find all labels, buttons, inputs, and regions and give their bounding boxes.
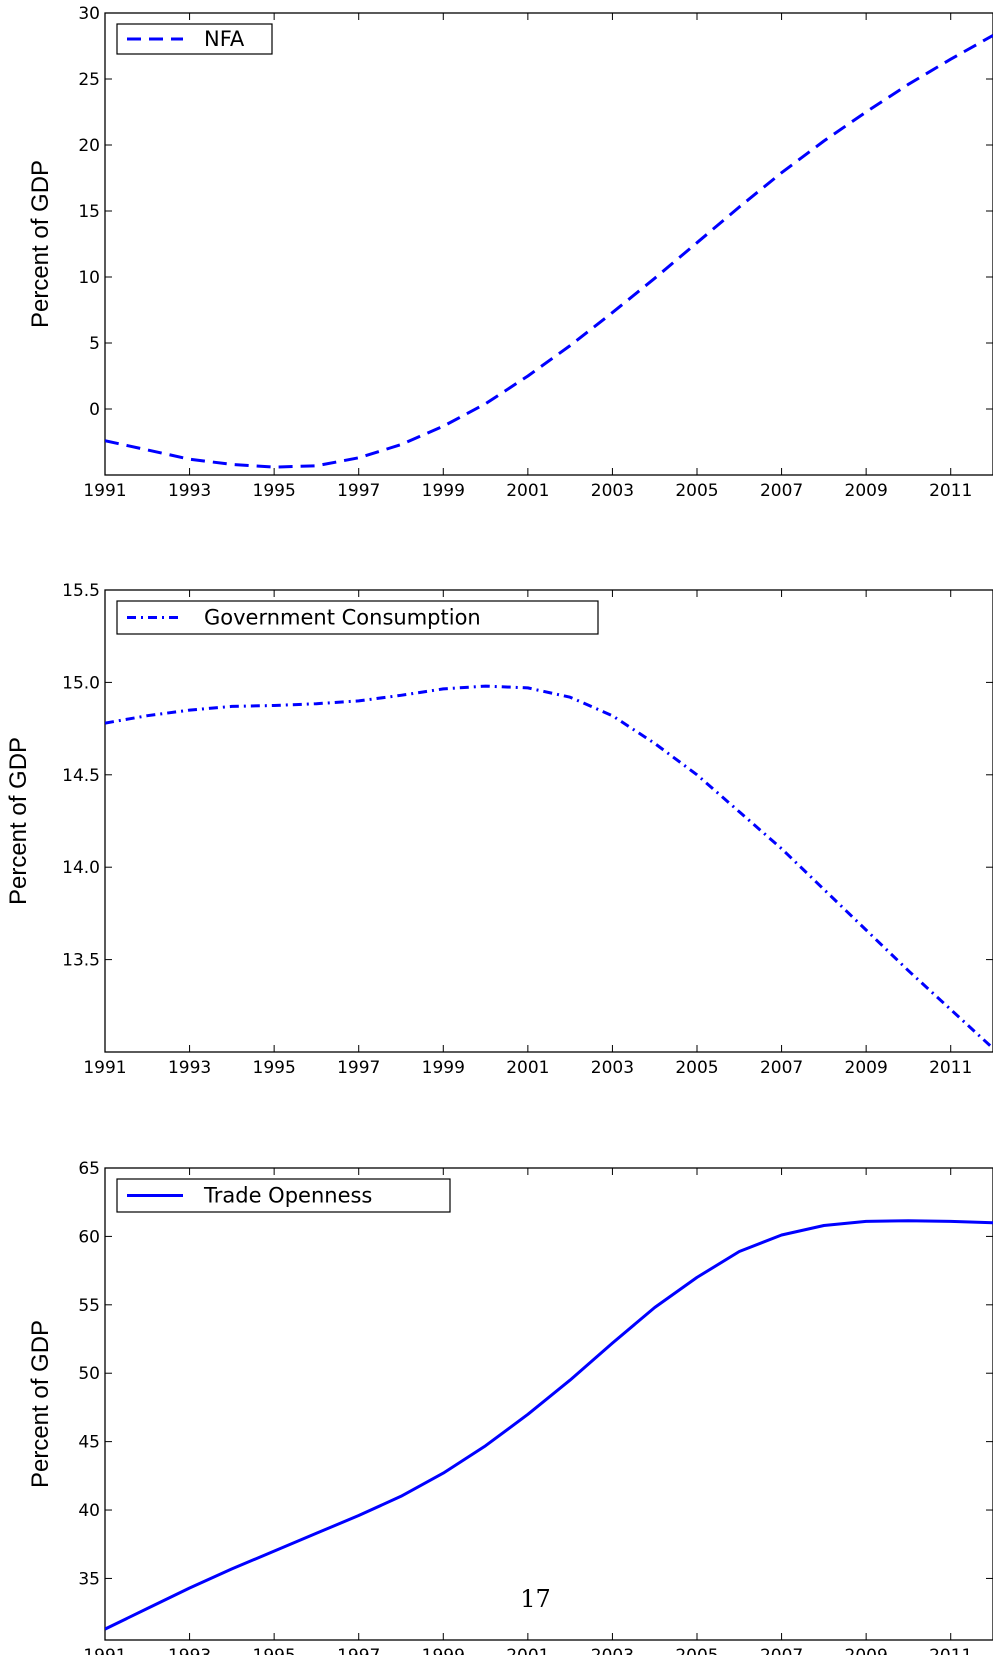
x-tick-label: 2007	[760, 1058, 803, 1078]
x-tick-label: 1991	[83, 481, 126, 501]
legend-box	[116, 600, 599, 635]
x-tick-label: 1993	[168, 1646, 211, 1655]
series-line-nfa	[105, 34, 993, 469]
x-tick-label: 1997	[337, 1058, 380, 1078]
x-tick-label: 1995	[253, 481, 296, 501]
legend-box	[116, 23, 273, 55]
y-tick-label: 0	[89, 400, 100, 420]
x-tick-label: 2001	[506, 1646, 549, 1655]
y-tick-label: 10	[78, 268, 100, 288]
x-tick-label: 2005	[675, 1646, 718, 1655]
y-tick-label: 50	[78, 1364, 100, 1384]
y-tick-label: 45	[78, 1433, 100, 1453]
x-tick-label: 2009	[845, 481, 888, 501]
x-tick-label: 2011	[929, 1646, 972, 1655]
page-number: 17	[520, 1585, 551, 1613]
legend-label: Trade Openness	[203, 1184, 372, 1208]
series-line-trade-openness	[105, 1219, 993, 1631]
y-tick-label: 15	[78, 202, 100, 222]
y-tick-label: 15.0	[62, 673, 100, 693]
chart-panel-1: 1991 1993 1995 1997 1999 2001 2003 2005 2007 2009…	[27, 4, 993, 501]
y-tick-label: 14.0	[62, 858, 100, 878]
y-axis-label: Percent of GDP	[27, 1320, 54, 1488]
y-tick-label: 20	[78, 136, 100, 156]
x-tick-label: 2001	[506, 1058, 549, 1078]
x-tick-label: 2011	[929, 481, 972, 501]
x-tick-label: 1999	[422, 481, 465, 501]
x-tick-label: 2003	[591, 1058, 634, 1078]
x-tick-label: 1995	[253, 1646, 296, 1655]
series-line-government-consumption	[105, 684, 993, 1050]
y-tick-label: 14.5	[62, 766, 100, 786]
x-tick-label: 2007	[760, 481, 803, 501]
y-tick-label: 60	[78, 1227, 100, 1247]
legend-label: Government Consumption	[204, 606, 481, 630]
x-tick-label: 1991	[83, 1646, 126, 1655]
y-tick-label: 5	[89, 334, 100, 354]
y-tick-label: 30	[78, 4, 100, 24]
x-tick-label: 1997	[337, 481, 380, 501]
y-tick-label: 13.5	[62, 951, 100, 971]
y-tick-label: 25	[78, 70, 100, 90]
x-tick-label: 1999	[422, 1646, 465, 1655]
x-tick-label: 2009	[845, 1058, 888, 1078]
x-tick-label: 2005	[675, 481, 718, 501]
x-tick-label: 1995	[253, 1058, 296, 1078]
plot-frame	[104, 1167, 993, 1641]
x-tick-label: 1993	[168, 1058, 211, 1078]
y-tick-label: 40	[78, 1501, 100, 1521]
x-tick-label: 2001	[506, 481, 549, 501]
plot-frame	[104, 589, 993, 1053]
y-tick-label: 15.5	[62, 581, 100, 601]
x-tick-label: 2011	[929, 1058, 972, 1078]
x-tick-label: 1991	[83, 1058, 126, 1078]
y-axis-label: Percent of GDP	[5, 737, 32, 905]
y-axis-label: Percent of GDP	[27, 160, 54, 328]
x-tick-label: 2003	[591, 1646, 634, 1655]
x-tick-label: 1999	[422, 1058, 465, 1078]
y-tick-label: 35	[78, 1569, 100, 1589]
plot-frame	[104, 12, 993, 476]
chart-panel-3: 1991 1993 1995 1997 1999 2001 2003 2005 2007 2009…	[27, 1159, 993, 1655]
x-tick-label: 2009	[845, 1646, 888, 1655]
y-tick-label: 65	[78, 1159, 100, 1179]
x-tick-label: 2003	[591, 481, 634, 501]
legend-label: NFA	[204, 27, 245, 51]
chart-panel-2: 1991 1993 1995 1997 1999 2001 2003 2005 2007 2009…	[5, 581, 993, 1078]
legend-box	[116, 1178, 451, 1213]
x-tick-label: 2005	[675, 1058, 718, 1078]
x-tick-label: 1993	[168, 481, 211, 501]
x-tick-label: 1997	[337, 1646, 380, 1655]
y-tick-label: 55	[78, 1296, 100, 1316]
x-tick-label: 2007	[760, 1646, 803, 1655]
